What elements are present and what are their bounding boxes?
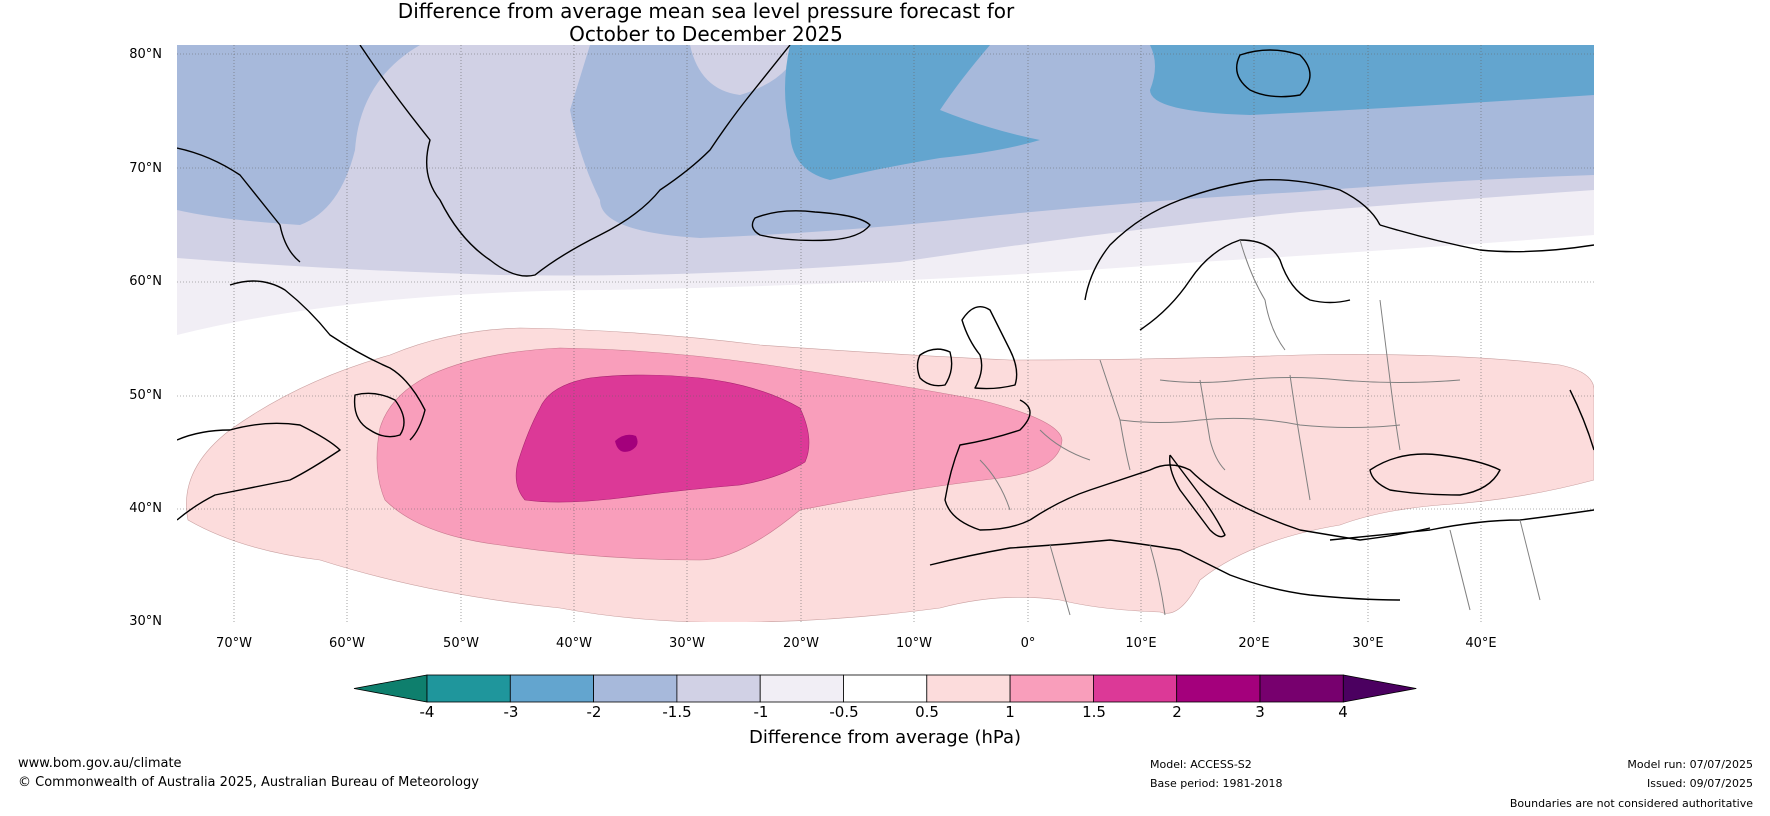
colorbar-tick-label: -0.5: [829, 703, 859, 721]
colorbar-swatch: [759, 674, 844, 703]
contour-pos-1-5: [515, 374, 810, 503]
colorbar-tick-label: 3: [1255, 703, 1265, 721]
footer-model: Model: ACCESS-S2: [1150, 758, 1252, 771]
lat-tick-label: 50°N: [129, 388, 162, 403]
contour-pos-2: [615, 434, 638, 452]
labrador-coast: [229, 280, 426, 441]
ireland-coast: [916, 348, 953, 387]
colorbar-extend-max: [1342, 674, 1417, 703]
colorbar-swatch: [509, 674, 594, 703]
colorbar-tick-label: 2: [1172, 703, 1182, 721]
colorbar-tick-label: -1.5: [662, 703, 692, 721]
national-borders: [979, 239, 1541, 616]
lat-tick-label: 70°N: [129, 161, 162, 176]
lon-tick-label: 10°E: [1125, 636, 1157, 651]
lat-tick-label: 80°N: [129, 47, 162, 62]
colorbar-tick-label: 4: [1338, 703, 1348, 721]
contour-neg-1-5-hole: [690, 45, 800, 95]
mediterranean-coast: [1029, 464, 1431, 541]
baffin-coast: [177, 147, 301, 263]
colorbar-tick-label: 1.5: [1082, 703, 1106, 721]
lon-tick-label: 10°W: [896, 636, 932, 651]
colorbar-swatch: [426, 674, 511, 703]
colorbar-swatch: [593, 674, 678, 703]
colorbar-title: Difference from average (hPa): [748, 727, 1022, 748]
great-britain-coast: [961, 306, 1018, 390]
italy-coast: [1169, 454, 1226, 538]
colorbar-swatch: [843, 674, 928, 703]
title-line-2: October to December 2025: [569, 22, 843, 46]
colorbar-tick-label: -2: [586, 703, 602, 721]
lon-tick-label: 30°W: [669, 636, 705, 651]
lat-tick-label: 40°N: [129, 501, 162, 516]
colorbar-extend-min: [353, 674, 428, 703]
lon-tick-label: 40°W: [556, 636, 592, 651]
lat-tick-label: 60°N: [129, 274, 162, 289]
colorbar-swatch: [1259, 674, 1344, 703]
black-sea-coast: [1369, 453, 1501, 496]
lon-tick-label: 20°W: [783, 636, 819, 651]
svalbard-coast: [1236, 49, 1311, 98]
contour-neg-2-west: [177, 45, 420, 225]
contour-neg-3-north: [1150, 45, 1594, 115]
colorbar: [353, 674, 1417, 703]
lon-tick-label: 40°E: [1465, 636, 1497, 651]
colorbar-swatch: [676, 674, 761, 703]
colorbar-swatch: [1093, 674, 1178, 703]
lon-tick-label: 60°W: [329, 636, 365, 651]
footer-disclaimer: Boundaries are not considered authoritat…: [1509, 797, 1753, 810]
colorbar-tick-label: -3: [503, 703, 519, 721]
colorbar-swatch: [1176, 674, 1261, 703]
north-africa-coast: [929, 539, 1401, 601]
lon-tick-label: 30°E: [1352, 636, 1384, 651]
colorbar-swatch: [1009, 674, 1094, 703]
newfoundland-coast: [353, 392, 405, 438]
greenland-coast: [359, 45, 791, 277]
contour-neg-3-greenland: [785, 45, 1040, 180]
lon-tick-label: 70°W: [216, 636, 252, 651]
lon-tick-label: 20°E: [1238, 636, 1270, 651]
europe-west-coast: [944, 399, 1031, 531]
coastlines: [177, 45, 1594, 601]
iceland-coast: [751, 210, 871, 242]
colorbar-tick-label: 0.5: [915, 703, 939, 721]
sweden-finland-coast: [1139, 239, 1351, 331]
norway-coast: [1084, 179, 1381, 301]
footer-base-period: Base period: 1981-2018: [1150, 777, 1283, 790]
footer-issued: Issued: 09/07/2025: [1646, 777, 1753, 790]
colorbar-tick-label: -4: [419, 703, 435, 721]
caspian-coast: [1569, 389, 1594, 451]
map-title: Difference from average mean sea level p…: [0, 0, 1412, 46]
turkey-middle-east-coast: [1329, 509, 1594, 541]
footer-copyright: © Commonwealth of Australia 2025, Austra…: [18, 775, 479, 790]
footer-model-run: Model run: 07/07/2025: [1627, 758, 1753, 771]
colorbar-tick-label: 1: [1005, 703, 1015, 721]
north-america-east-coast: [177, 422, 341, 521]
lon-tick-label: 50°W: [443, 636, 479, 651]
footer-website: www.bom.gov.au/climate: [18, 756, 182, 771]
colorbar-swatch: [926, 674, 1011, 703]
title-line-1: Difference from average mean sea level p…: [397, 0, 1015, 23]
gridlines: [177, 45, 1594, 622]
arctic-russia-coast: [1379, 224, 1594, 253]
lat-tick-label: 30°N: [129, 614, 162, 629]
colorbar-tick-label: -1: [753, 703, 769, 721]
lon-tick-label: 0°: [1020, 636, 1036, 651]
